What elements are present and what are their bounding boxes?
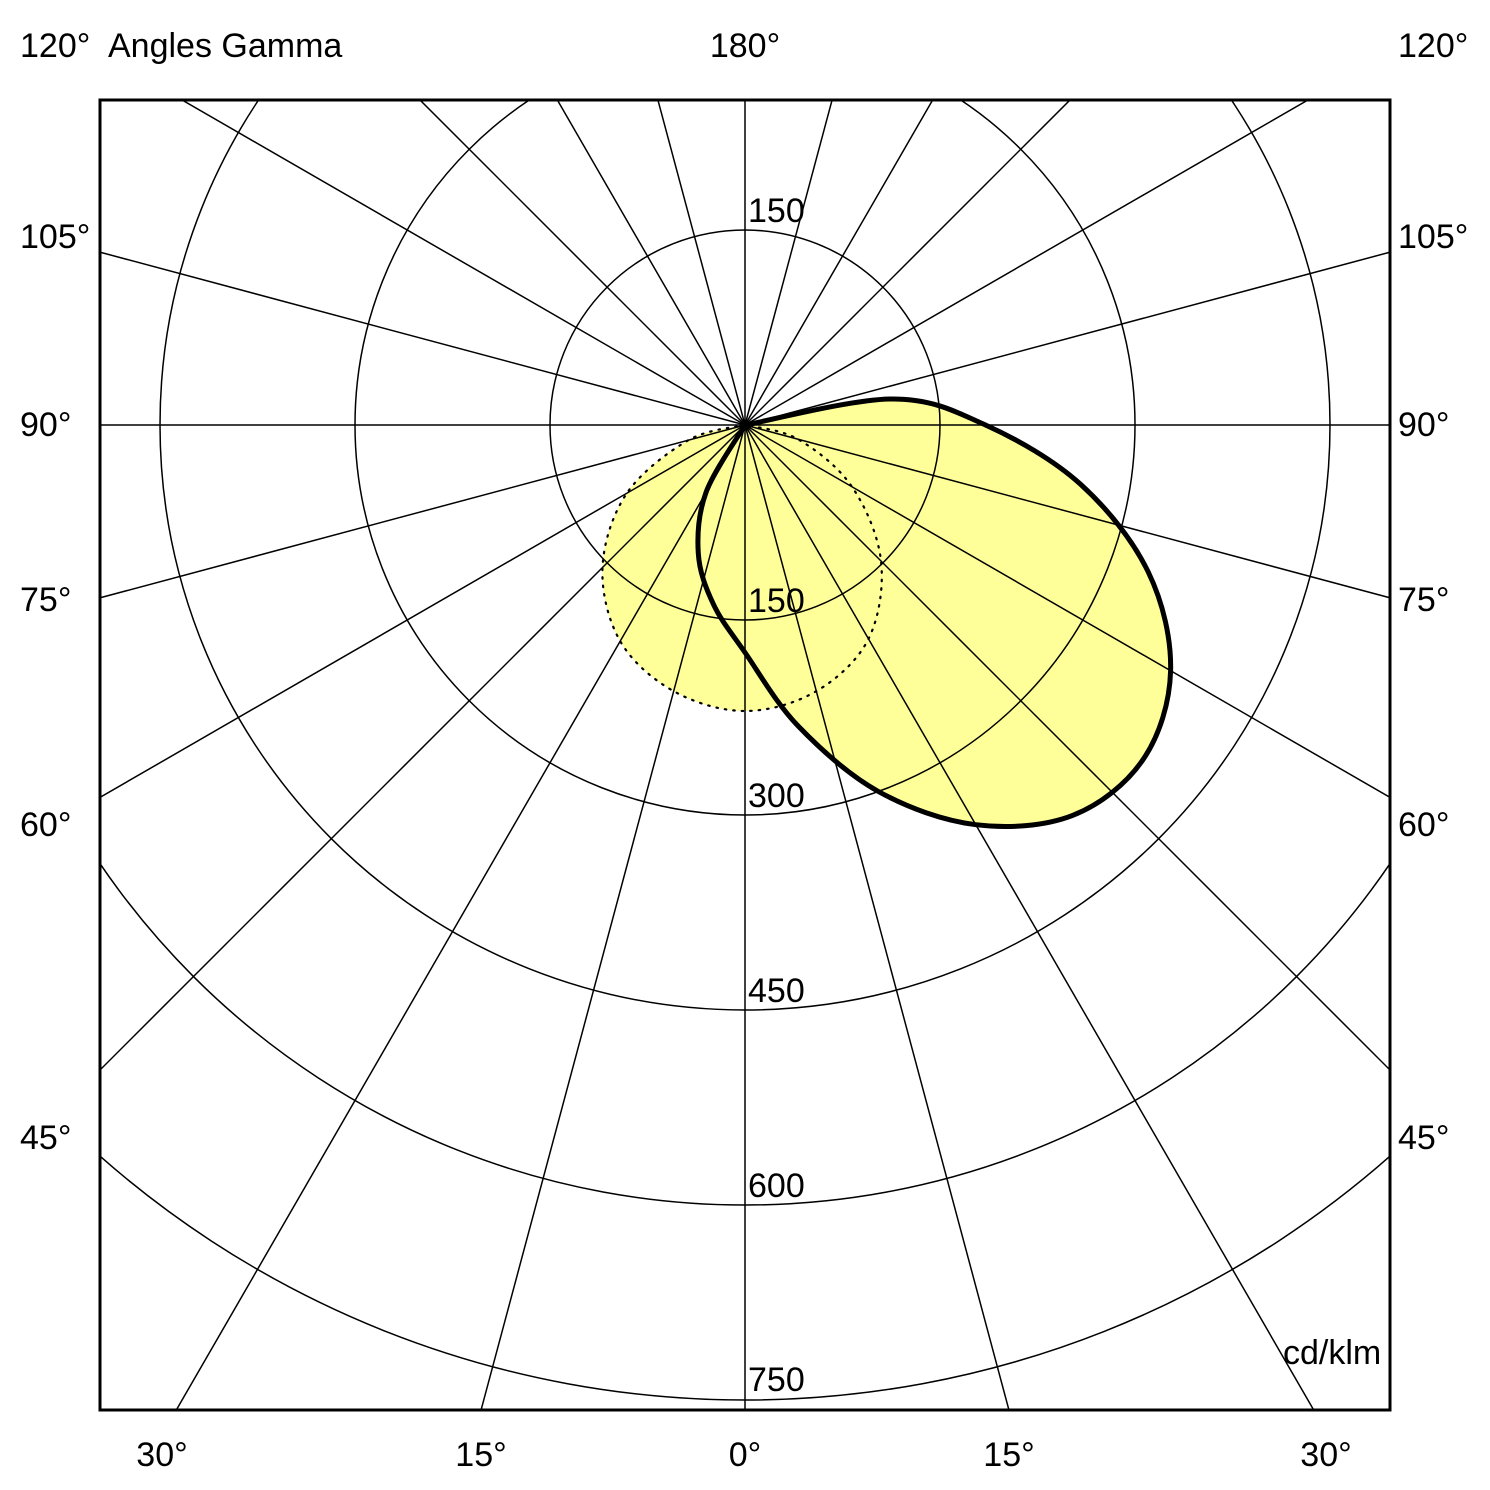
gamma-label-bottom-30-right: 30° [1300, 1436, 1352, 1474]
gamma-label-top-180: 180° [709, 27, 781, 65]
gamma-label-left-60: 60° [20, 806, 72, 844]
gamma-label-right-45: 45° [1398, 1119, 1450, 1157]
radial-tick-150: 150 [748, 582, 805, 620]
gamma-label-right-105: 105° [1398, 218, 1469, 256]
unit-label: cd/klm [1283, 1334, 1382, 1372]
gamma-label-left-45: 45° [20, 1119, 72, 1157]
gamma-label-left-90: 90° [20, 406, 72, 444]
gamma-label-bottom-30-left: 30° [136, 1436, 188, 1474]
gamma-label-bottom-15-right: 15° [983, 1436, 1035, 1474]
gamma-label-right-60: 60° [1398, 806, 1450, 844]
gamma-label-bottom-15-left: 15° [455, 1436, 507, 1474]
chart-title: Angles Gamma [108, 27, 343, 65]
gamma-label-right-90: 90° [1398, 406, 1450, 444]
gamma-label-left-75: 75° [20, 581, 72, 619]
radial-tick-300: 300 [748, 777, 805, 815]
radial-tick-450: 450 [748, 972, 805, 1010]
gamma-label-left-105: 105° [20, 218, 91, 256]
radial-tick-150-upper: 150 [748, 192, 805, 230]
radial-tick-750: 750 [748, 1361, 805, 1399]
radial-tick-600: 600 [748, 1167, 805, 1205]
gamma-label-bottom-0: 0° [728, 1436, 762, 1474]
gamma-label-right-120: 120° [1398, 27, 1469, 65]
gamma-label-right-75: 75° [1398, 581, 1450, 619]
gamma-label-left-120: 120° [20, 27, 91, 65]
